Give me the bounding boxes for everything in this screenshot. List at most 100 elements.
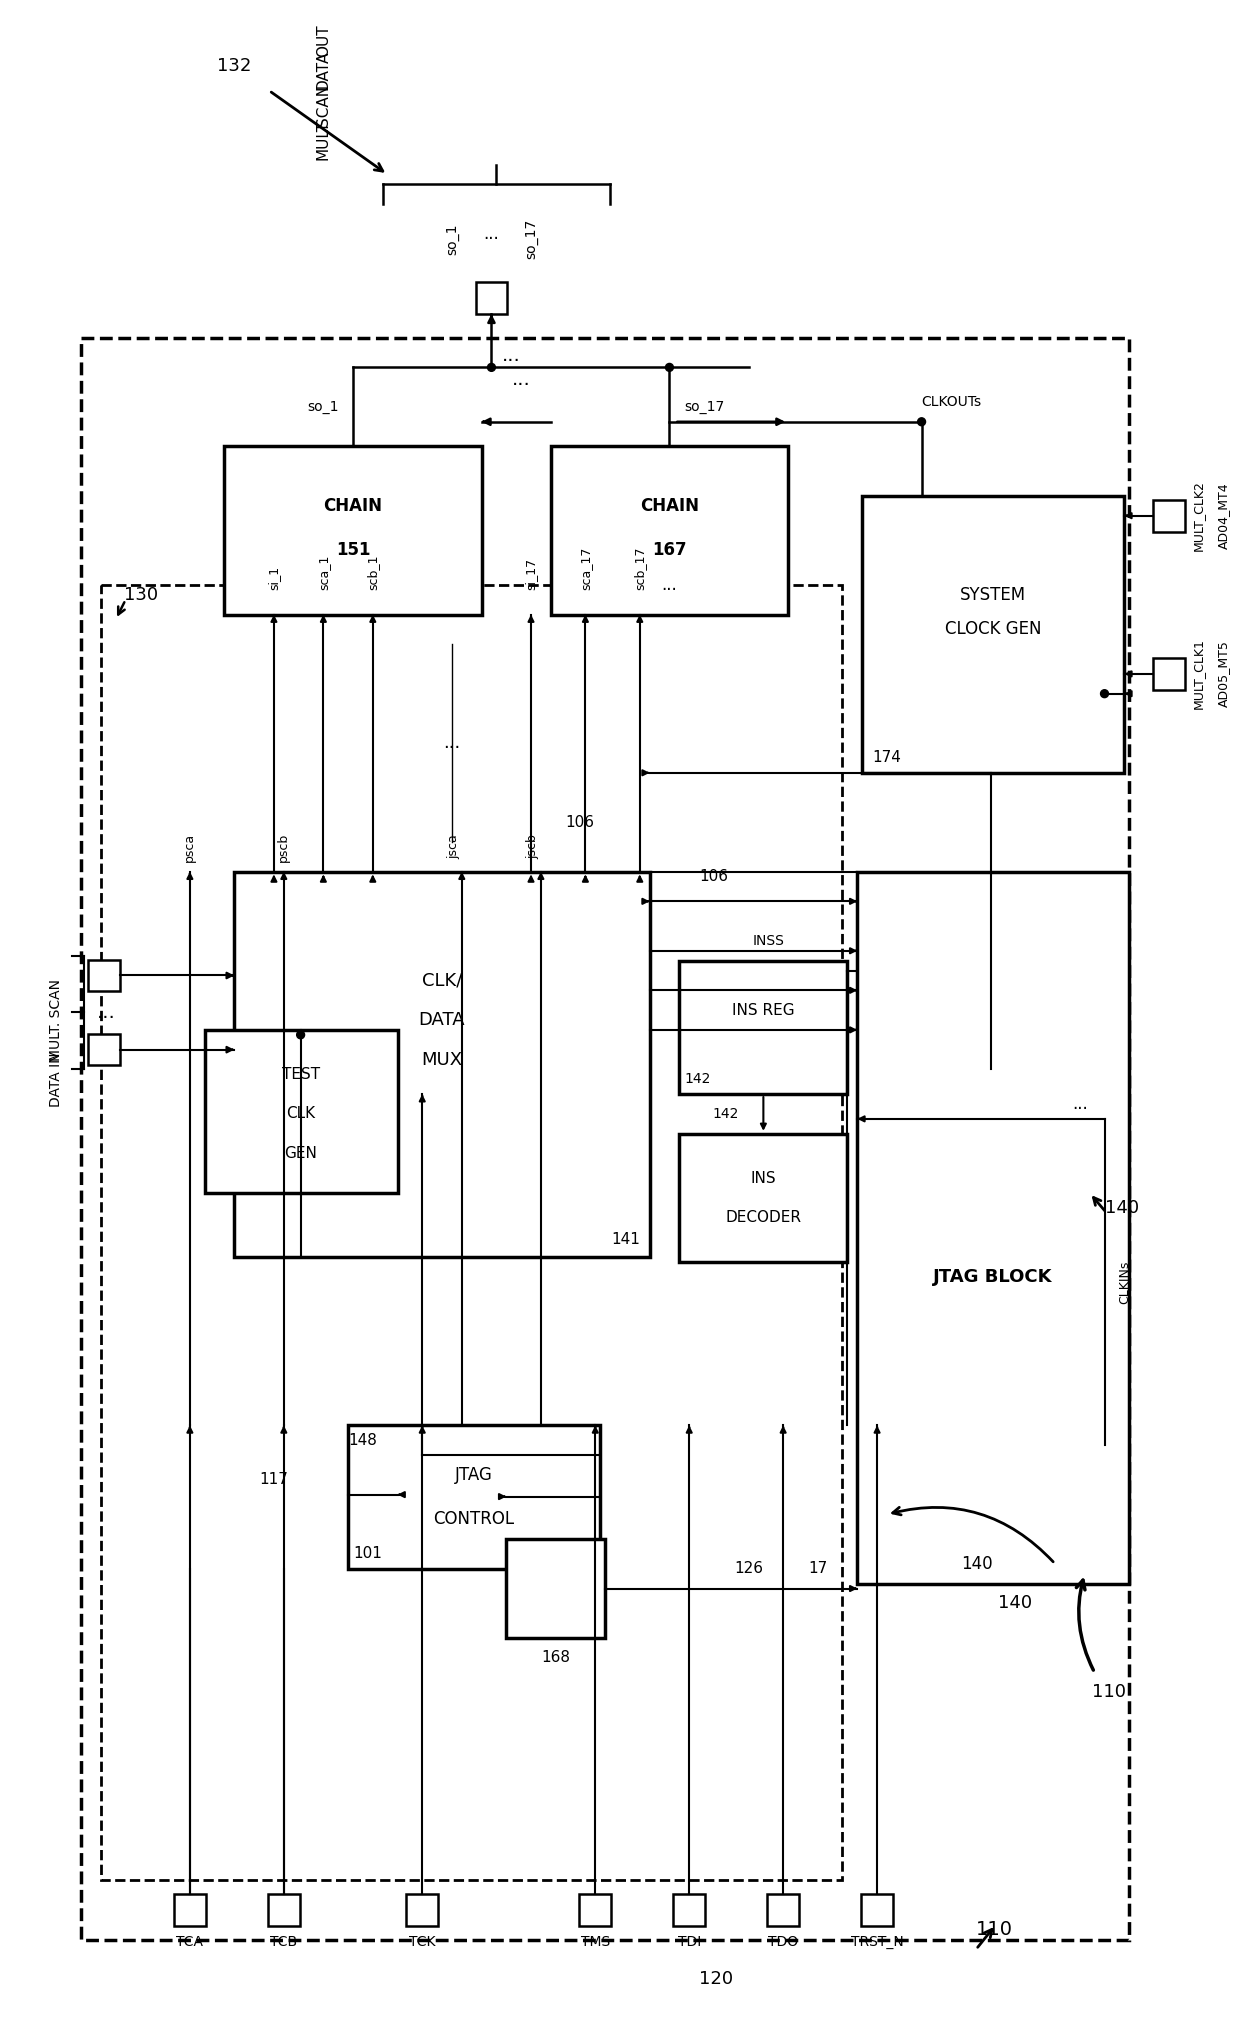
Text: DATA: DATA (419, 1011, 465, 1029)
Text: TEST: TEST (281, 1066, 320, 1082)
Text: 168: 168 (541, 1651, 570, 1665)
Text: so_17: so_17 (684, 399, 724, 414)
Bar (857, 872, 1130, 1584)
Text: 140: 140 (1105, 1198, 1138, 1217)
Text: 110: 110 (976, 1920, 1013, 1940)
Text: CLK/: CLK/ (422, 972, 463, 988)
Text: TRST_N: TRST_N (851, 1934, 904, 1948)
Text: MUX: MUX (422, 1050, 463, 1068)
Text: 110: 110 (1092, 1683, 1126, 1702)
Text: sca_17: sca_17 (579, 546, 591, 589)
Bar (1153, 499, 1184, 532)
Text: sca_1: sca_1 (317, 554, 330, 589)
Text: TDI: TDI (677, 1934, 701, 1948)
Bar (205, 1029, 398, 1192)
Text: ...: ... (502, 346, 521, 365)
Text: 142: 142 (712, 1107, 739, 1121)
Text: psca: psca (184, 832, 196, 862)
Circle shape (918, 418, 925, 426)
Text: so_1: so_1 (308, 399, 339, 414)
Bar (673, 1893, 706, 1926)
Text: 130: 130 (124, 585, 157, 603)
Text: TMS: TMS (580, 1934, 610, 1948)
Text: 174: 174 (872, 750, 901, 766)
Text: CLKOUTs: CLKOUTs (921, 395, 981, 410)
Text: INS REG: INS REG (732, 1003, 795, 1017)
Text: TCA: TCA (176, 1934, 203, 1948)
Text: si_17: si_17 (525, 558, 537, 589)
Text: 140: 140 (998, 1594, 1033, 1612)
Text: si_1: si_1 (268, 567, 280, 589)
Bar (268, 1893, 300, 1926)
Text: CLOCK GEN: CLOCK GEN (945, 620, 1042, 638)
Text: TCB: TCB (270, 1934, 298, 1948)
Text: DATA: DATA (316, 51, 331, 90)
Text: AD05_MT5: AD05_MT5 (1216, 640, 1230, 707)
Text: MULT_CLK1: MULT_CLK1 (1192, 638, 1205, 709)
Text: 126: 126 (734, 1561, 763, 1575)
Text: OUT: OUT (316, 24, 331, 57)
Text: ...: ... (662, 577, 677, 593)
Text: ...: ... (97, 1003, 115, 1021)
Text: INS: INS (750, 1170, 776, 1186)
Text: INSS: INSS (753, 933, 784, 948)
Bar (81, 338, 1130, 1940)
Bar (100, 585, 842, 1881)
Text: 17: 17 (808, 1561, 827, 1575)
Text: jsca: jsca (448, 836, 460, 860)
Text: CHAIN: CHAIN (324, 497, 382, 516)
Circle shape (666, 363, 673, 371)
Text: DECODER: DECODER (725, 1211, 801, 1225)
Bar (407, 1893, 438, 1926)
Text: JTAG BLOCK: JTAG BLOCK (932, 1268, 1053, 1286)
Bar (680, 1133, 847, 1262)
Text: 167: 167 (652, 542, 687, 558)
Text: ...: ... (484, 224, 500, 243)
Text: TDO: TDO (768, 1934, 799, 1948)
Text: MULT_CLK2: MULT_CLK2 (1192, 481, 1205, 550)
Text: 151: 151 (336, 542, 371, 558)
Circle shape (296, 1031, 305, 1039)
Text: jscb: jscb (527, 834, 539, 860)
Text: CONTROL: CONTROL (433, 1510, 515, 1528)
Bar (579, 1893, 611, 1926)
Text: 132: 132 (217, 57, 252, 75)
Text: 117: 117 (259, 1471, 289, 1488)
Text: 106: 106 (699, 868, 728, 884)
Text: MULT. SCAN: MULT. SCAN (50, 978, 63, 1062)
Bar (551, 446, 789, 615)
Text: AD04_MT4: AD04_MT4 (1216, 483, 1230, 548)
Bar (680, 960, 847, 1094)
Text: CLKINs: CLKINs (1117, 1259, 1131, 1304)
Text: 120: 120 (699, 1971, 733, 1989)
Text: 106: 106 (565, 815, 595, 829)
Text: 140: 140 (961, 1555, 993, 1573)
Bar (862, 495, 1125, 772)
Text: TCK: TCK (409, 1934, 435, 1948)
Bar (88, 960, 120, 990)
Text: 148: 148 (348, 1433, 377, 1447)
Text: SYSTEM: SYSTEM (960, 585, 1025, 603)
Text: 142: 142 (684, 1072, 711, 1086)
Circle shape (487, 363, 496, 371)
Bar (224, 446, 481, 615)
Text: DATA IN: DATA IN (50, 1052, 63, 1107)
Bar (1153, 658, 1184, 689)
Text: ...: ... (512, 369, 531, 389)
Text: ...: ... (443, 734, 460, 752)
Text: SCAN: SCAN (316, 84, 331, 126)
Bar (768, 1893, 799, 1926)
Text: JTAG: JTAG (455, 1465, 492, 1484)
Text: scb_1: scb_1 (366, 554, 379, 589)
Text: pscb: pscb (278, 832, 290, 862)
Text: MULT: MULT (316, 120, 331, 161)
Bar (348, 1425, 600, 1569)
Text: scb_17: scb_17 (634, 546, 646, 589)
Bar (234, 872, 650, 1257)
Text: CHAIN: CHAIN (640, 497, 699, 516)
Text: 141: 141 (611, 1233, 640, 1247)
Bar (88, 1033, 120, 1066)
Text: GEN: GEN (284, 1145, 317, 1162)
Bar (862, 1893, 893, 1926)
Bar (476, 283, 507, 314)
